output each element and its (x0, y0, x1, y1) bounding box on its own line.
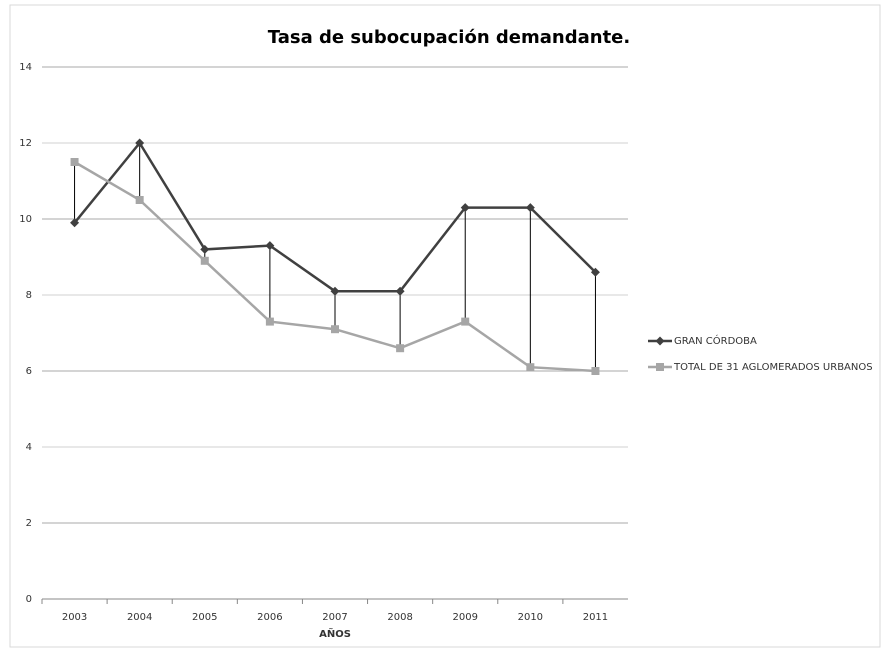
point (460, 203, 470, 213)
y-tick-label: 6 (26, 366, 32, 377)
y-tick-label: 14 (19, 62, 32, 73)
chart-title: Tasa de subocupación demandante. (268, 27, 630, 48)
point (200, 256, 209, 265)
x-tick-label: 2009 (452, 612, 477, 623)
x-tick-label: 2006 (257, 612, 282, 623)
chart-frame (9, 4, 881, 648)
x-tick-label: 2011 (583, 612, 608, 623)
x-tick-label: 2008 (387, 612, 412, 623)
y-tick-label: 2 (26, 518, 32, 529)
y-tick-label: 10 (19, 214, 32, 225)
point (396, 344, 405, 353)
x-tick-label: 2010 (518, 612, 543, 623)
point (461, 317, 470, 326)
point (265, 317, 274, 326)
legend-label: TOTAL DE 31 AGLOMERADOS URBANOS (673, 362, 873, 373)
point (525, 203, 535, 213)
point (70, 158, 79, 166)
x-tick-label: 2004 (127, 612, 152, 623)
x-axis-label: AÑOS (319, 627, 351, 640)
y-tick-label: 0 (26, 594, 32, 605)
x-tick-label: 2007 (322, 612, 347, 623)
point (526, 363, 535, 372)
y-tick-label: 12 (19, 138, 32, 149)
point (330, 286, 340, 296)
x-tick-label: 2003 (62, 612, 87, 623)
legend-label: GRAN CÓRDOBA (674, 334, 757, 347)
x-tick-label: 2005 (192, 612, 217, 623)
point (265, 241, 275, 251)
point (591, 367, 600, 375)
point (135, 196, 144, 204)
legend-marker (656, 363, 664, 371)
legend-marker (655, 336, 665, 346)
point (200, 244, 210, 254)
y-tick-label: 8 (26, 290, 32, 301)
point (331, 325, 339, 334)
point (395, 286, 405, 296)
point (135, 138, 145, 148)
point (590, 267, 600, 277)
y-tick-label: 4 (26, 442, 32, 453)
point (70, 218, 80, 228)
